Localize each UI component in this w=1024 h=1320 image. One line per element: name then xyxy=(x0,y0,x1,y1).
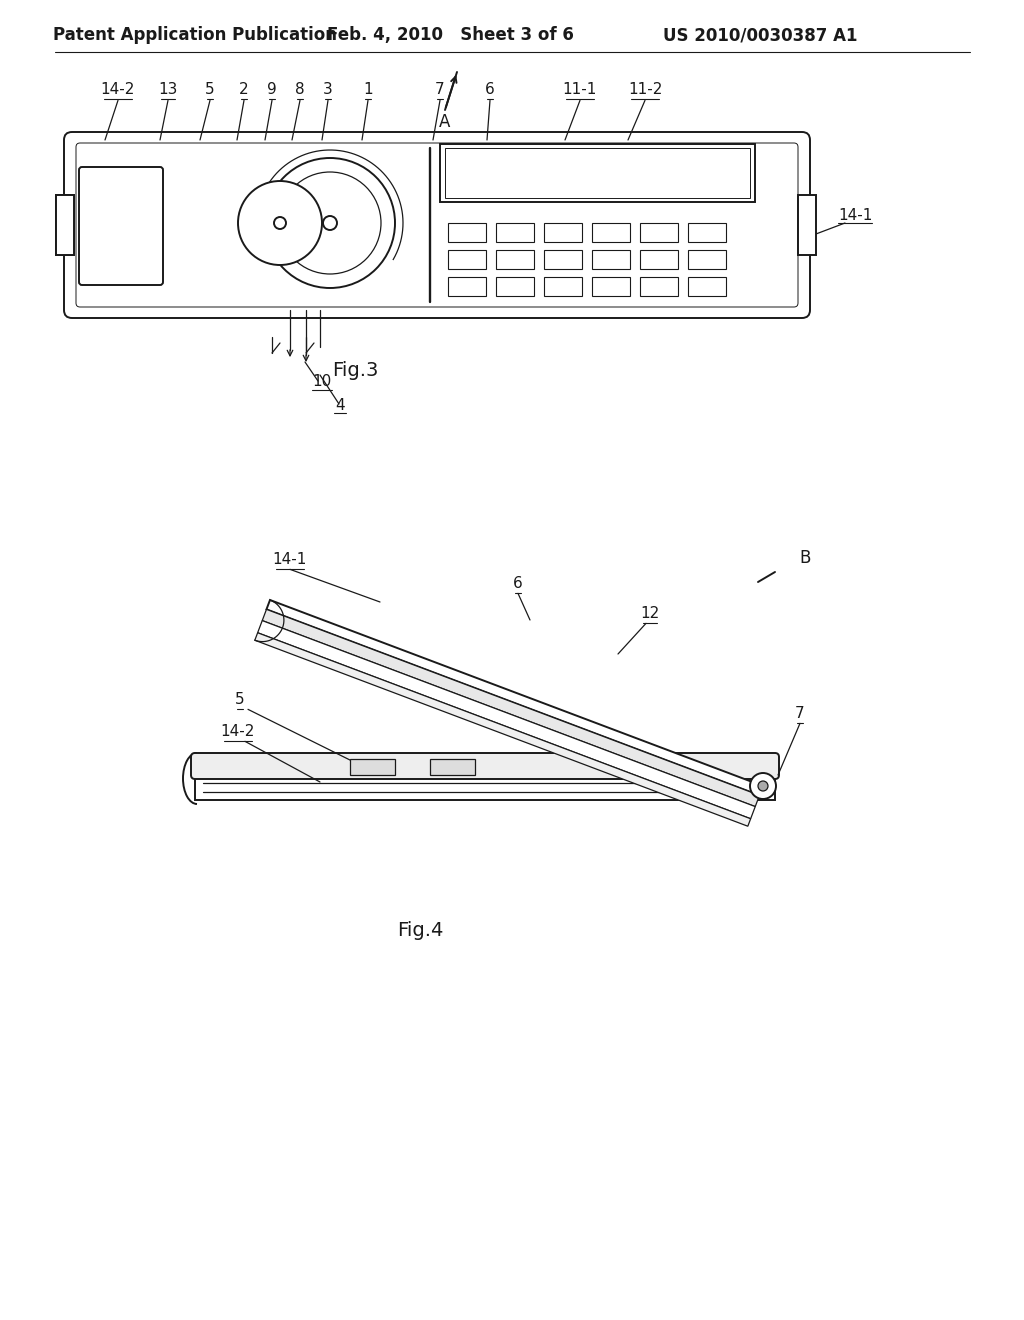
Text: 11-1: 11-1 xyxy=(563,82,597,98)
Polygon shape xyxy=(258,620,756,818)
Text: Patent Application Publication: Patent Application Publication xyxy=(53,26,337,44)
Circle shape xyxy=(758,781,768,791)
Bar xyxy=(449,223,486,242)
Text: B: B xyxy=(800,549,811,568)
Circle shape xyxy=(323,216,337,230)
Text: 14-1: 14-1 xyxy=(838,207,872,223)
Bar xyxy=(449,249,486,269)
FancyBboxPatch shape xyxy=(63,132,810,318)
FancyBboxPatch shape xyxy=(79,168,163,285)
Circle shape xyxy=(238,181,322,265)
Bar xyxy=(430,759,475,775)
Bar xyxy=(640,277,678,296)
FancyBboxPatch shape xyxy=(191,752,779,779)
Text: 9: 9 xyxy=(267,82,276,98)
Bar xyxy=(449,277,486,296)
Bar xyxy=(544,249,582,269)
Text: US 2010/0030387 A1: US 2010/0030387 A1 xyxy=(663,26,857,44)
Text: 1: 1 xyxy=(364,82,373,98)
Text: 2: 2 xyxy=(240,82,249,98)
Bar xyxy=(688,277,726,296)
Polygon shape xyxy=(195,775,775,800)
Text: 6: 6 xyxy=(513,577,523,591)
Bar xyxy=(544,223,582,242)
Text: 8: 8 xyxy=(295,82,305,98)
Text: 14-2: 14-2 xyxy=(100,82,135,98)
Text: Fig.4: Fig.4 xyxy=(397,920,443,940)
Bar xyxy=(798,195,816,255)
Bar xyxy=(640,249,678,269)
Text: 11-2: 11-2 xyxy=(628,82,663,98)
Polygon shape xyxy=(262,610,760,807)
Bar xyxy=(496,223,534,242)
Bar xyxy=(440,144,755,202)
Circle shape xyxy=(274,216,286,228)
Bar xyxy=(56,195,74,255)
Circle shape xyxy=(279,172,381,275)
FancyBboxPatch shape xyxy=(76,143,798,308)
Text: 5: 5 xyxy=(205,82,215,98)
Text: 3: 3 xyxy=(324,82,333,98)
Bar xyxy=(496,249,534,269)
Text: 14-2: 14-2 xyxy=(221,725,255,739)
Bar xyxy=(445,148,750,198)
Text: 13: 13 xyxy=(159,82,178,98)
Text: 6: 6 xyxy=(485,82,495,98)
Text: 14-1: 14-1 xyxy=(272,553,307,568)
Text: 7: 7 xyxy=(796,706,805,722)
Text: 5: 5 xyxy=(236,693,245,708)
Text: Fig.3: Fig.3 xyxy=(332,360,378,380)
Bar xyxy=(640,223,678,242)
Bar xyxy=(688,249,726,269)
Bar xyxy=(592,249,630,269)
Text: 12: 12 xyxy=(640,606,659,622)
Text: Feb. 4, 2010   Sheet 3 of 6: Feb. 4, 2010 Sheet 3 of 6 xyxy=(327,26,573,44)
Polygon shape xyxy=(255,632,751,826)
Polygon shape xyxy=(266,601,763,796)
Bar xyxy=(496,277,534,296)
Text: 10: 10 xyxy=(312,375,332,389)
Bar xyxy=(544,277,582,296)
Bar xyxy=(592,223,630,242)
Bar xyxy=(592,277,630,296)
Circle shape xyxy=(265,158,395,288)
Text: 4: 4 xyxy=(335,397,345,412)
Circle shape xyxy=(750,774,776,799)
Text: A: A xyxy=(439,114,451,131)
Text: 7: 7 xyxy=(435,82,444,98)
Bar xyxy=(350,759,395,775)
Bar xyxy=(688,223,726,242)
